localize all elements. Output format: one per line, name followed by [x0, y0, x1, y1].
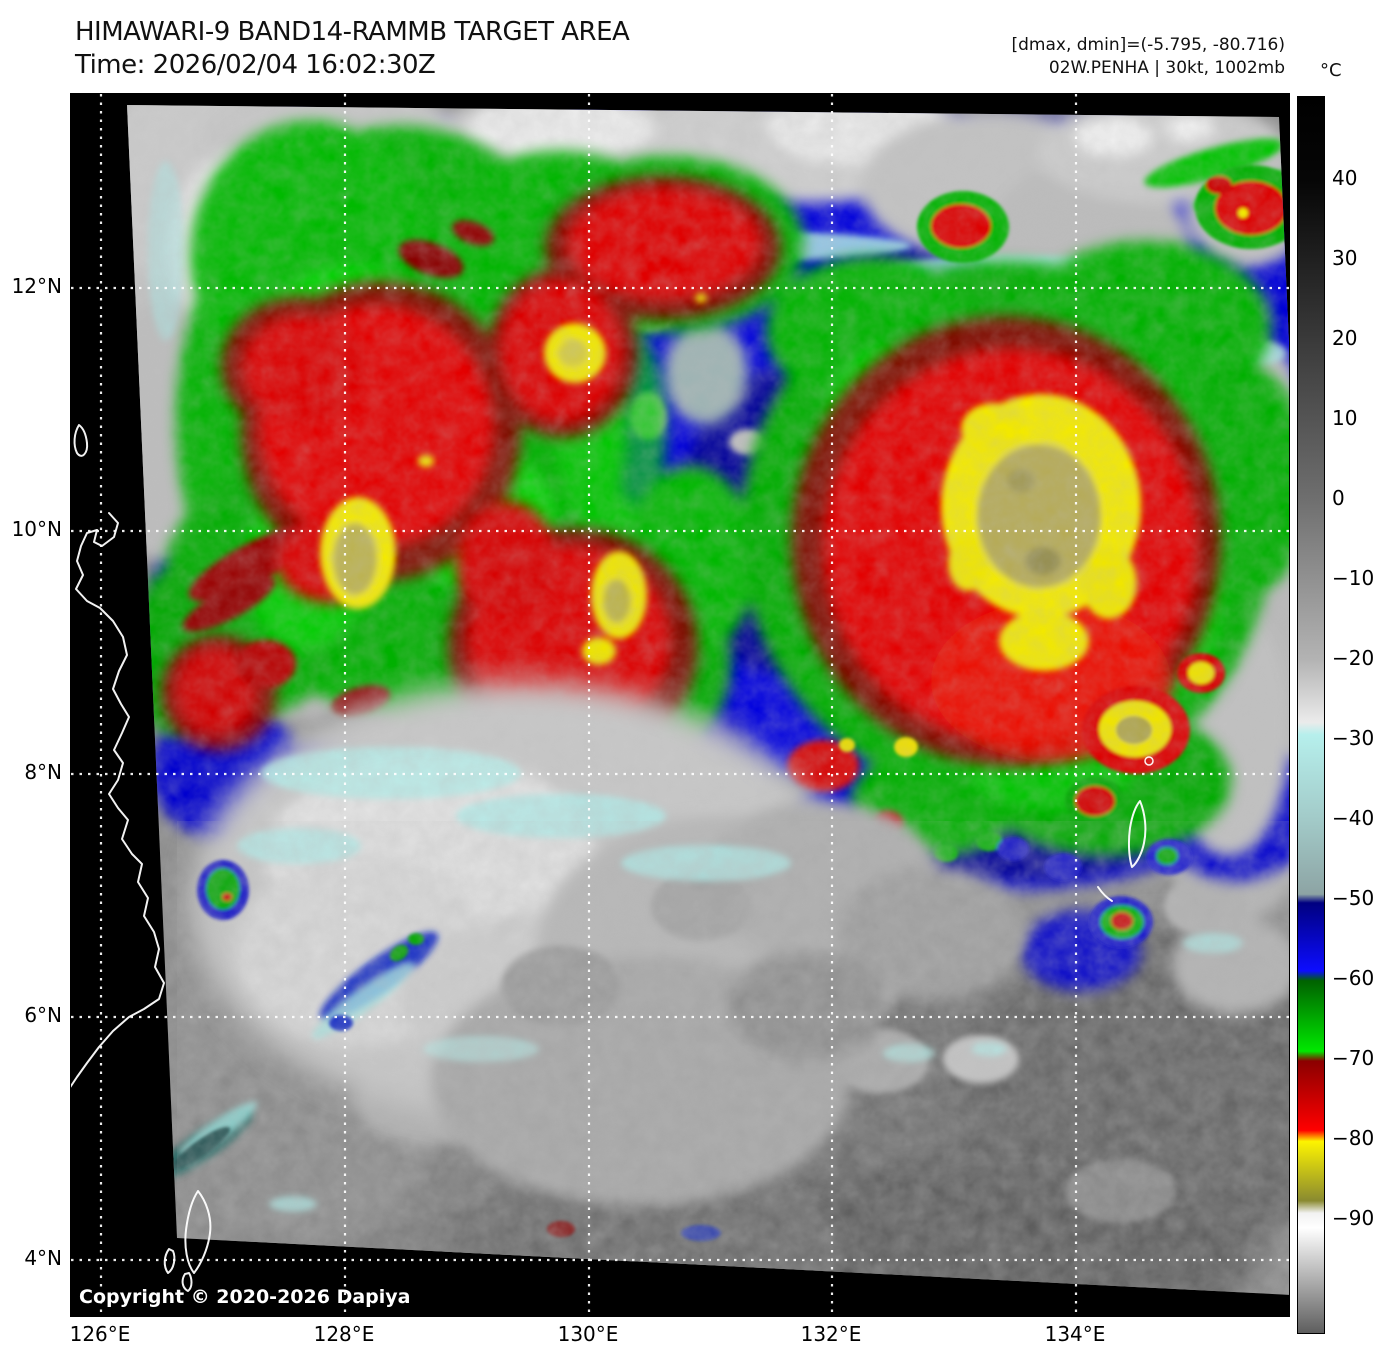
- storm-info: 02W.PENHA | 30kt, 1002mb: [1048, 58, 1285, 78]
- coastline: [71, 424, 1154, 1292]
- timestamp: Time: 2026/02/04 16:02:30Z: [75, 50, 436, 80]
- coastline-atoll: [1144, 756, 1154, 766]
- colorbar-tick-label: −40: [1332, 806, 1375, 830]
- colorbar-unit-label: °C: [1320, 60, 1342, 81]
- colorbar-tick-label: 10: [1332, 406, 1358, 430]
- page-title: HIMAWARI-9 BAND14-RAMMB TARGET AREA: [75, 17, 630, 47]
- colorbar: [1297, 96, 1325, 1334]
- copyright-label: Copyright © 2020-2026 Dapiya: [79, 1286, 411, 1308]
- colorbar-tick-label: −50: [1332, 886, 1375, 910]
- satellite-image: [71, 94, 1289, 1316]
- coastline-palau: [1127, 800, 1147, 868]
- map-plot: Copyright © 2020-2026 Dapiya: [70, 93, 1290, 1317]
- colorbar-tick-label: −10: [1332, 566, 1375, 590]
- x-tick-label: 132°E: [800, 1322, 862, 1346]
- y-tick-label: 12°N: [11, 274, 62, 298]
- x-tick-label: 128°E: [313, 1322, 375, 1346]
- y-tick-label: 6°N: [24, 1003, 62, 1027]
- colorbar-tick-label: −20: [1332, 646, 1375, 670]
- dmax-dmin-readout: [dmax, dmin]=(-5.795, -80.716): [1011, 35, 1286, 55]
- scan-area: [127, 105, 1289, 1297]
- coastline-island-chain: [184, 1190, 212, 1274]
- colorbar-tick-label: −60: [1332, 966, 1375, 990]
- y-tick-label: 8°N: [24, 760, 62, 784]
- coastline-islet: [73, 424, 89, 457]
- image-noise-texture-south: [177, 821, 1289, 1297]
- coastline-islet-2: [163, 1248, 176, 1274]
- x-tick-label: 126°E: [69, 1322, 131, 1346]
- colorbar-tick-label: 20: [1332, 326, 1358, 350]
- colorbar-tick-label: −70: [1332, 1046, 1375, 1070]
- colorbar-tick-label: −90: [1332, 1206, 1375, 1230]
- colorbar-tick-label: −80: [1332, 1126, 1375, 1150]
- annotation-block: [dmax, dmin]=(-5.795, -80.716) 02W.PENHA…: [1012, 34, 1286, 80]
- colorbar-tick-label: 30: [1332, 246, 1358, 270]
- colorbar-tick-label: −30: [1332, 726, 1375, 750]
- coastline-mindanao: [71, 512, 165, 1088]
- colorbar-tick-label: 40: [1332, 166, 1358, 190]
- x-tick-label: 134°E: [1044, 1322, 1106, 1346]
- coastline-palau-south: [1097, 886, 1113, 902]
- title-block: HIMAWARI-9 BAND14-RAMMB TARGET AREA Time…: [75, 16, 630, 82]
- colorbar-tick-label: 0: [1332, 486, 1345, 510]
- x-tick-label: 130°E: [557, 1322, 619, 1346]
- y-tick-label: 10°N: [11, 517, 62, 541]
- y-tick-label: 4°N: [24, 1246, 62, 1270]
- coastline-islet-3: [181, 1272, 193, 1292]
